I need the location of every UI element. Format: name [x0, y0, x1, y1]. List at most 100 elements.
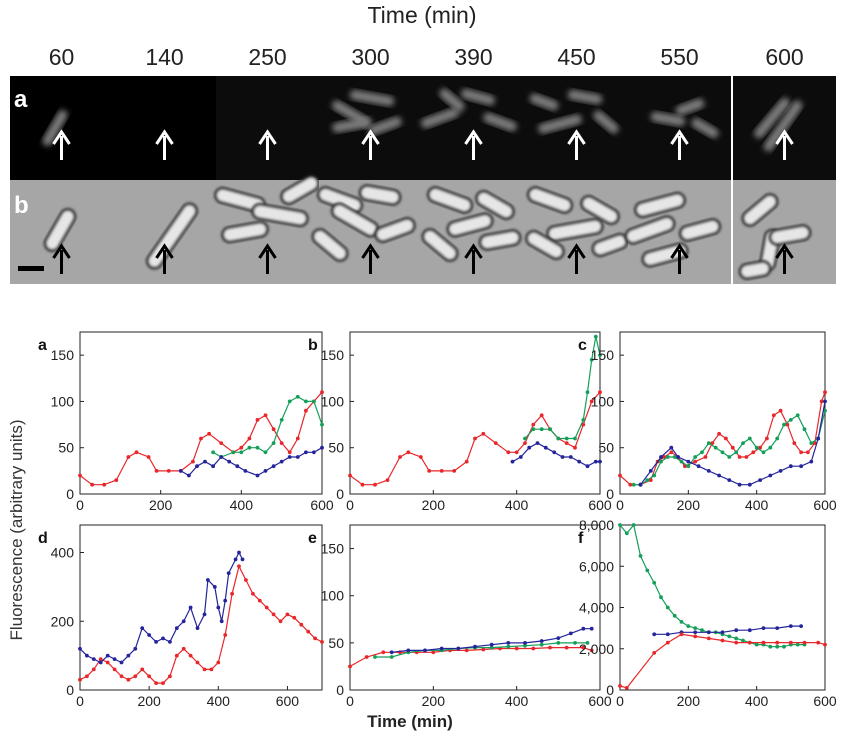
data-point: [747, 482, 752, 487]
data-point: [279, 418, 284, 422]
data-point: [126, 653, 131, 658]
y-tick-label: 0: [336, 486, 344, 502]
data-point: [659, 455, 663, 459]
data-point: [112, 667, 117, 672]
data-point: [734, 636, 739, 641]
data-point: [568, 455, 573, 459]
data-point: [556, 641, 561, 645]
data-point: [631, 482, 636, 487]
data-point: [278, 619, 283, 624]
data-point: [531, 646, 536, 651]
data-point: [489, 645, 494, 650]
data-point: [669, 445, 674, 450]
shared-x-axis-label: Time (min): [367, 712, 453, 731]
data-point: [795, 413, 800, 418]
data-point: [761, 640, 766, 645]
data-point: [312, 450, 316, 455]
data-point: [539, 642, 544, 647]
data-point: [398, 455, 402, 459]
data-point: [263, 413, 268, 418]
data-point: [593, 459, 598, 464]
data-point: [720, 630, 725, 635]
x-tick-label: 600: [310, 497, 334, 513]
data-point: [304, 408, 308, 413]
data-point: [703, 455, 708, 459]
data-point: [188, 605, 193, 610]
series-line: [619, 633, 826, 689]
data-point: [778, 469, 783, 473]
x-tick-label: 400: [207, 693, 231, 709]
data-point: [271, 612, 276, 617]
data-point: [819, 399, 824, 404]
data-point: [652, 580, 657, 585]
data-point: [133, 674, 138, 679]
data-point: [119, 660, 124, 665]
data-point: [219, 619, 224, 624]
data-point: [381, 650, 386, 655]
data-point: [295, 394, 300, 399]
data-point: [389, 650, 394, 655]
data-point: [816, 640, 821, 645]
y-tick-label: 100: [321, 393, 345, 409]
data-point: [406, 450, 411, 455]
data-point: [304, 399, 308, 404]
data-point: [706, 630, 711, 635]
data-point: [754, 445, 759, 450]
data-point: [239, 450, 244, 455]
panel-label: e: [308, 530, 317, 547]
data-point: [348, 473, 352, 478]
chart-panel-a: a 0 200 400 600 0 50 100 150: [38, 331, 334, 513]
x-tick-label: 0: [616, 497, 624, 513]
data-point: [618, 473, 622, 478]
data-point: [263, 469, 268, 473]
data-point: [211, 450, 216, 455]
data-point: [181, 619, 186, 624]
data-point: [373, 655, 377, 659]
data-point: [247, 436, 252, 441]
data-point: [493, 441, 498, 445]
data-point: [191, 459, 195, 464]
y-tick-label: 50: [328, 440, 344, 456]
data-point: [679, 620, 684, 624]
data-point: [481, 431, 486, 436]
data-point: [589, 626, 594, 631]
data-point: [693, 626, 698, 630]
y-tick-label: 8,000: [579, 517, 614, 533]
x-tick-label: 600: [588, 693, 612, 709]
data-point: [669, 450, 674, 455]
data-point: [320, 445, 324, 450]
data-point: [146, 455, 151, 459]
data-point: [523, 643, 527, 648]
data-point: [285, 612, 290, 617]
data-point: [593, 334, 598, 339]
y-tick-label: 100: [591, 393, 615, 409]
data-point: [812, 441, 817, 445]
data-point: [255, 445, 260, 450]
y-tick-label: 0: [336, 682, 344, 698]
timepoint-label: 390: [454, 44, 493, 70]
data-point: [585, 464, 590, 469]
y-tick-label: 0: [606, 682, 614, 698]
data-point: [91, 657, 96, 661]
data-point: [706, 441, 711, 445]
data-point: [464, 648, 469, 653]
data-point: [506, 641, 511, 645]
data-point: [686, 459, 691, 464]
data-point: [535, 441, 540, 445]
data-point: [271, 464, 276, 469]
data-point: [216, 605, 221, 610]
data-point: [133, 646, 138, 651]
data-point: [775, 644, 780, 649]
data-point: [652, 632, 657, 637]
y-tick-label: 2,000: [579, 641, 614, 657]
data-point: [686, 464, 691, 469]
y-tick-label: 150: [591, 347, 615, 363]
data-point: [727, 478, 732, 482]
data-point: [251, 591, 255, 596]
data-point: [539, 427, 544, 432]
data-point: [518, 455, 523, 459]
data-point: [348, 664, 352, 669]
data-point: [564, 436, 569, 441]
data-point: [243, 469, 248, 473]
